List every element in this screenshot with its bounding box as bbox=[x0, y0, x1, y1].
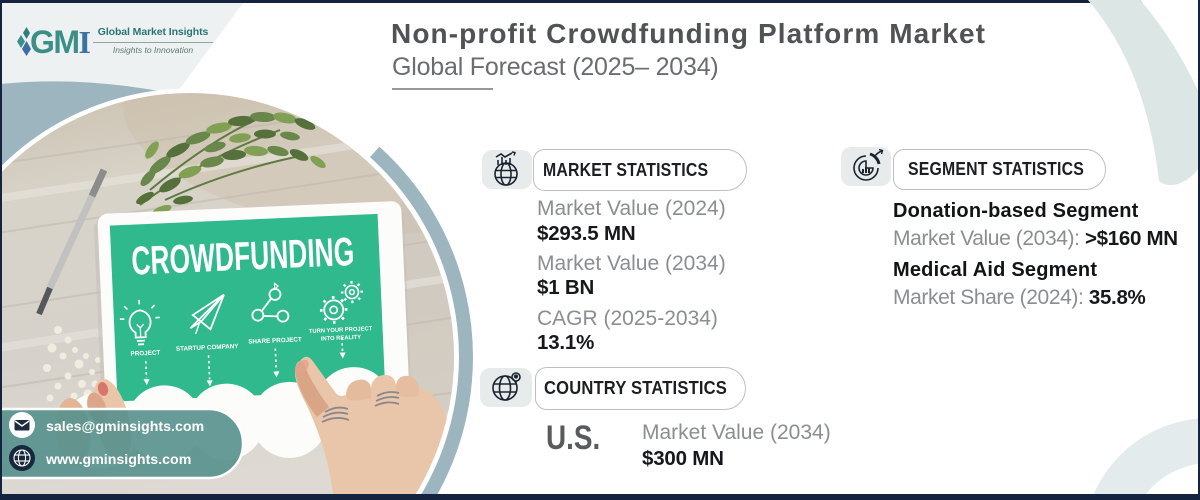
svg-text:TURN YOUR PROJECT: TURN YOUR PROJECT bbox=[309, 326, 373, 335]
svg-text:SHARE PROJECT: SHARE PROJECT bbox=[248, 336, 302, 345]
svg-text:CROWDFUNDING: CROWDFUNDING bbox=[130, 230, 355, 284]
svg-text:sales@gminsights.com: sales@gminsights.com bbox=[46, 419, 204, 435]
svg-text:INTO REALITY: INTO REALITY bbox=[321, 335, 362, 343]
svg-text:PROJECT: PROJECT bbox=[130, 349, 160, 357]
svg-text:www.gminsights.com: www.gminsights.com bbox=[45, 452, 191, 468]
svg-text:STARTUP COMPANY: STARTUP COMPANY bbox=[176, 343, 240, 353]
